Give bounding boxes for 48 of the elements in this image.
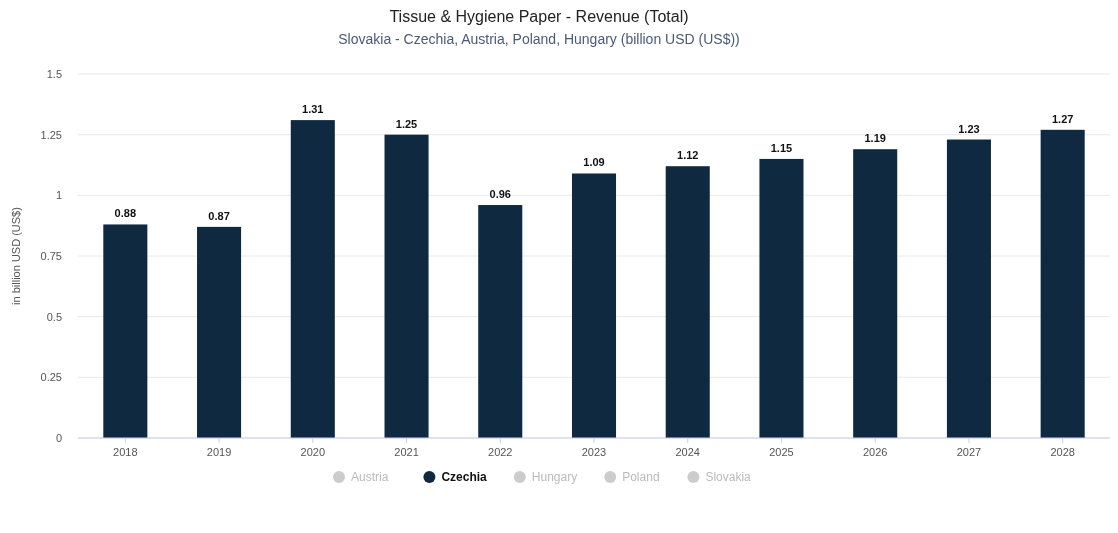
- legend-label: Poland: [622, 470, 660, 484]
- bar: [665, 166, 710, 438]
- legend-label: Czechia: [441, 470, 488, 484]
- x-tick-label: 2027: [956, 446, 982, 458]
- bar: [478, 205, 523, 438]
- bar: [853, 149, 898, 438]
- y-tick-label: 0.75: [40, 250, 62, 262]
- data-label: 0.88: [114, 207, 137, 220]
- x-tick-label: 2021: [394, 446, 419, 458]
- y-axis-title: in billion USD (US$): [10, 207, 22, 305]
- data-label: 1.27: [1051, 112, 1074, 125]
- data-label: 1.23: [958, 122, 980, 135]
- y-tick-label: 1: [55, 189, 62, 202]
- bar: [197, 226, 242, 438]
- y-tick-label: 1.5: [46, 68, 62, 80]
- data-label: 1.19: [864, 132, 886, 145]
- x-tick-label: 2028: [1050, 446, 1075, 458]
- x-tick-label: 2023: [581, 446, 607, 458]
- data-label: 0.87: [208, 209, 230, 222]
- x-tick-label: 2026: [862, 446, 888, 458]
- x-tick-label: 2019: [206, 446, 232, 458]
- x-tick-label: 2024: [675, 446, 700, 458]
- data-label: 1.09: [583, 156, 605, 169]
- data-label: 1.25: [395, 117, 418, 130]
- bar: [290, 120, 335, 438]
- data-label: 1.12: [677, 149, 699, 162]
- x-tick-label: 2018: [113, 446, 138, 458]
- bar: [103, 224, 148, 438]
- chart-title: Tissue & Hygiene Paper - Revenue (Total): [389, 8, 689, 25]
- data-label: 1.15: [770, 141, 793, 154]
- bar: [384, 134, 429, 438]
- x-tick-label: 2020: [300, 446, 326, 458]
- legend-label: Hungary: [531, 470, 578, 484]
- x-tick-label: 2025: [769, 446, 794, 458]
- y-tick-label: 0: [55, 432, 62, 444]
- y-tick-label: 0.25: [40, 371, 62, 384]
- bar: [759, 158, 804, 438]
- data-label: 0.96: [489, 188, 511, 201]
- data-label: 1.31: [302, 103, 324, 116]
- y-tick-label: 1.25: [40, 128, 62, 141]
- legend-label: Austria: [351, 470, 389, 484]
- x-tick-label: 2022: [488, 446, 513, 458]
- bar: [1040, 129, 1085, 438]
- bar: [571, 173, 617, 438]
- chart-subtitle: Slovakia - Czechia, Austria, Poland, Hungary (billion USD (US$)): [338, 31, 740, 47]
- legend-label: Slovakia: [705, 470, 752, 484]
- y-tick-label: 0.5: [46, 310, 62, 323]
- bar: [946, 139, 991, 438]
